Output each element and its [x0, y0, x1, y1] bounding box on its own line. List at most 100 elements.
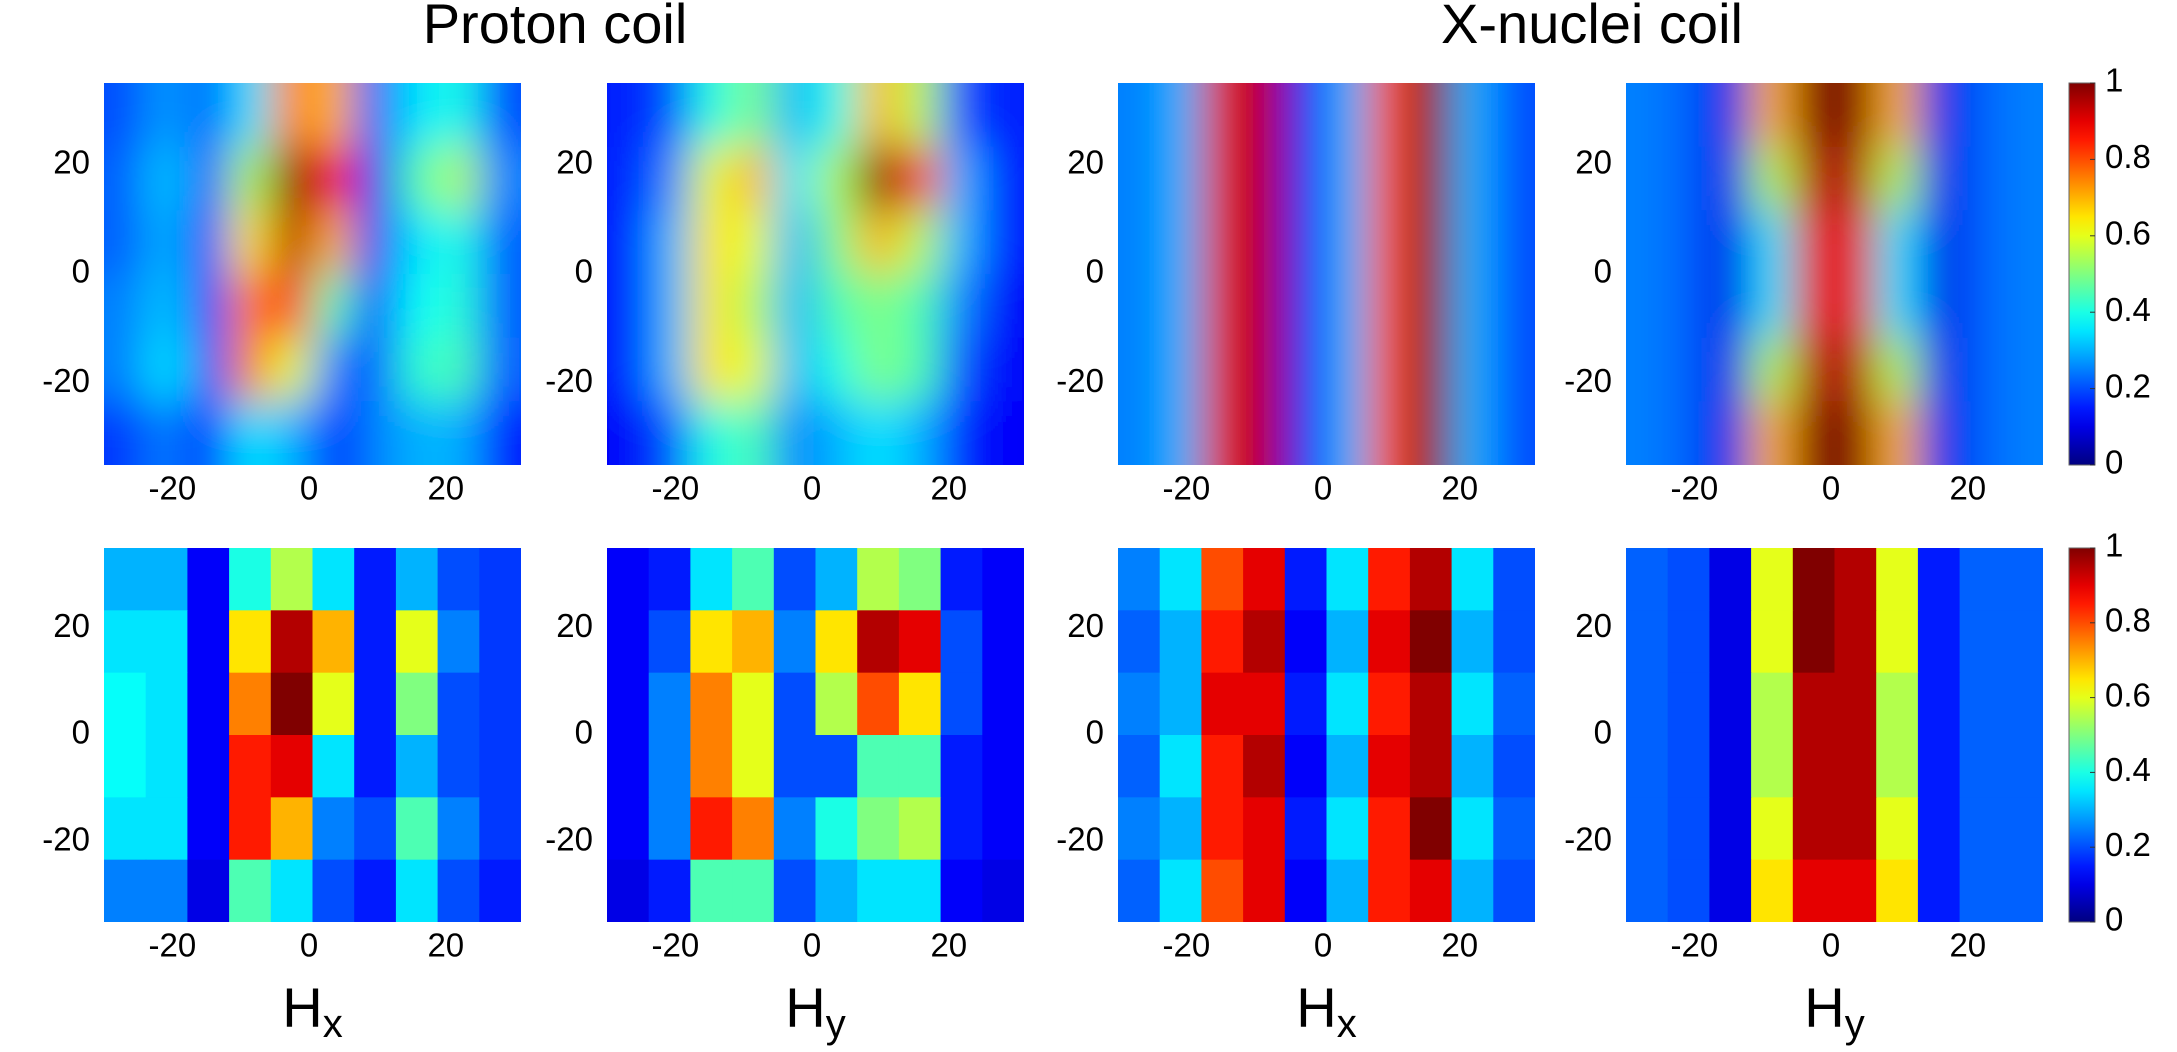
x-tick-label: 20: [930, 927, 967, 964]
heatmap-cell: [479, 610, 521, 674]
heatmap-cell: [104, 548, 147, 611]
heatmap-cell: [1667, 337, 1710, 402]
x-tick-label: 20: [427, 927, 464, 964]
heatmap-cell: [1201, 274, 1244, 339]
heatmap-cell: [648, 548, 691, 611]
heatmap-cell: [1409, 797, 1453, 861]
heatmap-cell: [1917, 735, 1961, 798]
heatmap-cell: [395, 83, 439, 148]
heatmap-cell: [1667, 672, 1710, 736]
heatmap-cell: [312, 797, 355, 861]
heatmap-cell: [1626, 859, 1669, 922]
heatmap-cell: [270, 274, 314, 339]
heatmap: [1118, 548, 1535, 922]
heatmap-cell: [270, 735, 314, 798]
heatmap-cell: [395, 672, 439, 736]
heatmap-cell: [1709, 146, 1752, 211]
heatmap-cell: [1451, 548, 1494, 611]
heatmap-cell: [395, 401, 439, 465]
heatmap-cell: [1709, 610, 1752, 674]
heatmap-cell: [104, 274, 147, 339]
heatmap-cell: [1243, 859, 1286, 922]
heatmap-cell: [1118, 548, 1161, 611]
heatmap-cell: [1751, 83, 1794, 148]
heatmap-cell: [732, 146, 775, 211]
heatmap-cell: [1876, 548, 1919, 611]
heatmap-cell: [187, 610, 230, 674]
heatmap-cell: [1834, 548, 1877, 611]
heatmap-cell: [1626, 337, 1669, 402]
heatmap-cell: [898, 735, 942, 798]
heatmap-cell: [940, 735, 983, 798]
column-label-symbol: H: [1804, 976, 1844, 1039]
heatmap-cell: [607, 859, 650, 922]
heatmap-cell: [1368, 548, 1411, 611]
heatmap-cell: [1709, 797, 1752, 861]
heatmap-cell: [1451, 610, 1494, 674]
heatmap-cell: [1493, 797, 1535, 861]
heatmap-cell: [1876, 735, 1919, 798]
heatmap-cell: [1451, 735, 1494, 798]
heatmap-cell: [940, 859, 983, 922]
heatmap-cell: [479, 83, 521, 148]
heatmap-cell: [1876, 146, 1919, 211]
y-tick-label: 20: [556, 607, 593, 644]
heatmap-cell: [187, 735, 230, 798]
heatmap-cell: [1493, 735, 1535, 798]
heatmap-cell: [898, 210, 942, 275]
heatmap-cell: [1451, 274, 1494, 339]
heatmap-cell: [1959, 735, 2002, 798]
heatmap-cell: [145, 401, 188, 465]
heatmap-cell: [1284, 797, 1328, 861]
heatmap-cell: [1959, 337, 2002, 402]
heatmap-cell: [1709, 672, 1752, 736]
heatmap-cell: [1667, 146, 1710, 211]
heatmap-cell: [773, 210, 817, 275]
heatmap-cell: [982, 548, 1024, 611]
heatmap-cell: [857, 83, 900, 148]
heatmap-cell: [270, 859, 314, 922]
heatmap-cell: [1667, 274, 1710, 339]
heatmap-cell: [312, 548, 355, 611]
heatmap-cell: [815, 797, 858, 861]
heatmap-cell: [437, 83, 480, 148]
heatmap-cell: [2001, 548, 2043, 611]
heatmap-cell: [1409, 859, 1453, 922]
heatmap-cell: [312, 146, 355, 211]
heatmap-cell: [145, 735, 188, 798]
heatmap-cell: [395, 859, 439, 922]
heatmap-cell: [1792, 401, 1836, 465]
heatmap-cell: [815, 274, 858, 339]
heatmap-cell: [1368, 610, 1411, 674]
heatmap-cell: [1667, 610, 1710, 674]
heatmap-cell: [690, 672, 733, 736]
heatmap-cell: [1368, 337, 1411, 402]
heatmap-cell: [1626, 401, 1669, 465]
heatmap-cell: [104, 797, 147, 861]
colorbar-tick-label: 0.6: [2105, 676, 2151, 713]
heatmap-cell: [940, 274, 983, 339]
heatmap-cell: [898, 146, 942, 211]
heatmap-cell: [1959, 210, 2002, 275]
heatmap-cells: [607, 83, 1024, 465]
heatmap-cell: [437, 274, 480, 339]
heatmap-cells: [104, 548, 521, 922]
heatmap-cell: [229, 401, 272, 465]
heatmap-cell: [1626, 146, 1669, 211]
heatmap-cell: [607, 797, 650, 861]
heatmap-cell: [1159, 146, 1202, 211]
heatmap-cell: [479, 210, 521, 275]
heatmap-cell: [1493, 274, 1535, 339]
heatmap-cell: [1118, 610, 1161, 674]
heatmap-cell: [2001, 337, 2043, 402]
heatmap-cell: [479, 401, 521, 465]
heatmap-cell: [229, 274, 272, 339]
heatmap-cell: [437, 210, 480, 275]
heatmap-cell: [1326, 210, 1369, 275]
heatmap-cell: [648, 797, 691, 861]
heatmap-cell: [145, 146, 188, 211]
heatmap-cell: [187, 337, 230, 402]
heatmap-cell: [312, 337, 355, 402]
heatmap-cell: [2001, 146, 2043, 211]
heatmap-cell: [312, 672, 355, 736]
